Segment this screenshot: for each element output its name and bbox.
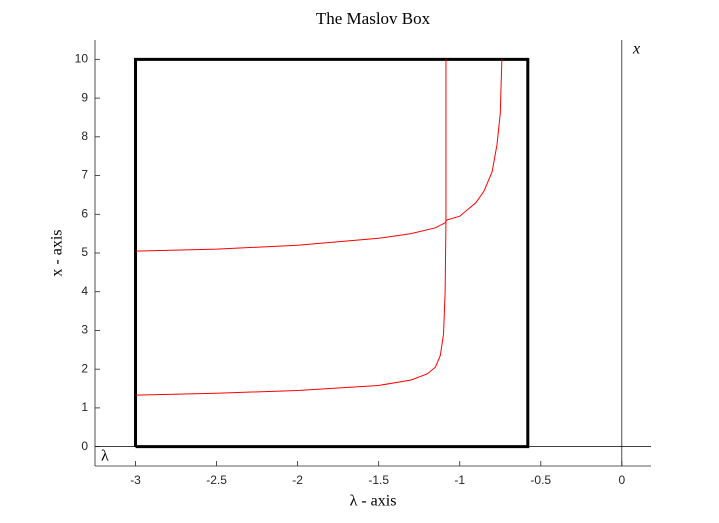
y-tick-label: 9 xyxy=(81,90,88,104)
x-tick-label: -0.5 xyxy=(530,473,551,487)
line xyxy=(135,59,447,396)
annotation: x xyxy=(632,41,640,58)
y-axis-label: x - axis xyxy=(49,229,66,276)
x-axis-label: λ - axis xyxy=(350,493,397,510)
y-tick-label: 3 xyxy=(81,323,88,337)
x-tick-label: -2.5 xyxy=(206,473,227,487)
y-tick-label: 4 xyxy=(81,284,88,298)
x-tick-label: -2 xyxy=(292,473,303,487)
y-tick-label: 0 xyxy=(81,439,88,453)
y-tick-label: 5 xyxy=(81,245,88,259)
y-tick-label: 2 xyxy=(81,361,88,375)
x-tick-label: 0 xyxy=(618,473,625,487)
annotation: λ xyxy=(101,448,109,465)
y-tick-label: 8 xyxy=(81,129,88,143)
y-tick-label: 7 xyxy=(81,168,88,182)
y-tick-label: 10 xyxy=(75,52,89,66)
x-tick-label: -1.5 xyxy=(368,473,389,487)
x-tick-label: -1 xyxy=(454,473,465,487)
y-tick-label: 1 xyxy=(81,400,88,414)
chart-title: The Maslov Box xyxy=(316,9,431,28)
line xyxy=(135,59,503,252)
y-tick-label: 6 xyxy=(81,206,88,220)
x-tick-label: -3 xyxy=(130,473,141,487)
